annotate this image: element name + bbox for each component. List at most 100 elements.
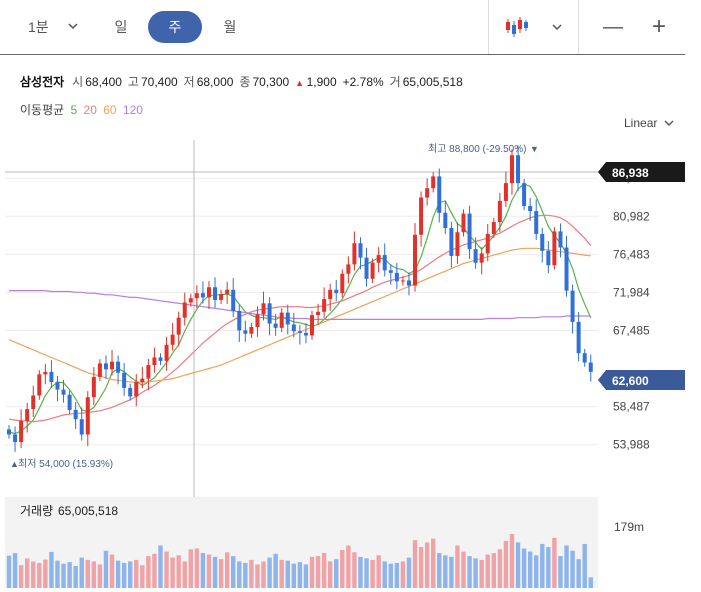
y-tick-label: 53,988 xyxy=(613,438,650,452)
candle xyxy=(310,310,314,340)
tab-month[interactable]: 월 xyxy=(223,19,237,35)
volume-bar xyxy=(37,562,42,588)
toolbar-divider xyxy=(578,0,579,54)
interval-select[interactable]: 1분 xyxy=(28,11,84,43)
volume-bar xyxy=(55,560,60,588)
candle xyxy=(522,178,527,211)
volume-bar xyxy=(273,553,278,588)
candle xyxy=(491,217,496,239)
volume-label: 거 xyxy=(389,75,401,89)
chevron-down-icon xyxy=(552,24,562,31)
candle xyxy=(479,247,484,275)
y-axis: 85,48180,98276,48371,98467,48558,48753,9… xyxy=(613,171,650,451)
zoom-in-button[interactable]: + xyxy=(651,13,666,40)
candle xyxy=(461,209,466,237)
candle xyxy=(413,223,418,292)
candle xyxy=(334,279,339,302)
volume-bar xyxy=(121,562,127,588)
candle xyxy=(516,145,521,192)
last-price-tag: 62,600 xyxy=(598,370,685,390)
zoom-out-button[interactable]: — xyxy=(603,16,623,38)
max-arrow-icon: ▼ xyxy=(530,144,539,154)
volume-bar xyxy=(534,555,539,588)
volume-bar xyxy=(364,558,369,588)
crosshair-price-tag: 86,938 xyxy=(598,162,685,182)
high-value: 70,400 xyxy=(140,75,178,89)
candle xyxy=(382,243,387,277)
candle xyxy=(170,322,175,351)
ma120-label: 120 xyxy=(122,103,143,117)
candle xyxy=(7,425,11,439)
volume-bar xyxy=(206,554,212,588)
candle xyxy=(55,375,60,402)
open-label: 시 xyxy=(72,75,84,89)
moving-average-lines xyxy=(8,183,592,435)
candle xyxy=(443,201,448,235)
volume-bar xyxy=(267,557,272,588)
low-label: 저 xyxy=(183,75,195,89)
volume-bar xyxy=(485,554,490,588)
volume-bar xyxy=(418,546,424,588)
volume-bar xyxy=(406,557,412,588)
candle xyxy=(394,263,399,290)
ma5-line xyxy=(8,183,592,435)
candle xyxy=(91,367,96,406)
candle xyxy=(558,223,563,258)
candle xyxy=(285,304,290,335)
candle xyxy=(588,354,593,382)
volume-bar xyxy=(570,550,575,588)
candle xyxy=(473,237,478,269)
candle xyxy=(73,401,78,430)
volume-bars xyxy=(5,497,598,588)
candle xyxy=(37,370,42,400)
candle xyxy=(364,247,369,287)
volume-bar xyxy=(455,545,460,588)
candle xyxy=(31,385,36,418)
candle xyxy=(188,294,193,307)
volume-value: 65,005,518 xyxy=(402,75,463,89)
volume-bar xyxy=(327,561,333,588)
candle xyxy=(400,276,405,286)
volume-bar xyxy=(291,563,297,588)
candle xyxy=(455,222,460,264)
y-tick-label: 58,487 xyxy=(613,400,650,414)
candle xyxy=(231,278,236,318)
y-tick-label: 71,984 xyxy=(613,285,650,299)
candle xyxy=(582,349,587,367)
ma-legend: 이동평균 5 20 60 120 xyxy=(20,101,143,118)
tab-day[interactable]: 일 xyxy=(114,19,128,35)
candle xyxy=(237,304,242,343)
volume-bar xyxy=(73,565,78,588)
chevron-down-icon xyxy=(664,120,674,126)
scale-select[interactable]: Linear xyxy=(624,116,674,130)
volume-bar xyxy=(491,553,496,588)
candle xyxy=(225,281,230,304)
volume-bar xyxy=(243,562,248,588)
tab-week[interactable]: 주 xyxy=(148,11,202,43)
volume-bar xyxy=(376,555,381,588)
close-label: 종 xyxy=(239,75,251,89)
volume-bar xyxy=(109,554,115,588)
candle xyxy=(322,287,327,318)
candle xyxy=(570,284,575,334)
volume-bar xyxy=(564,545,569,588)
volume-bar xyxy=(18,565,24,588)
chart-type-select[interactable] xyxy=(498,11,570,43)
stock-name: 삼성전자 xyxy=(20,75,65,89)
candle xyxy=(528,198,533,221)
chart-toolbar: 1분 일 주 월 — + xyxy=(0,0,685,55)
volume-bar xyxy=(467,556,472,588)
volume-bar xyxy=(164,551,169,588)
change-percent: +2.78% xyxy=(342,75,384,89)
volume-bar xyxy=(394,562,400,588)
volume-bar xyxy=(279,559,284,588)
candle xyxy=(316,303,321,325)
candle xyxy=(122,362,127,396)
candle xyxy=(406,272,411,296)
volume-bar xyxy=(255,564,260,588)
candle xyxy=(540,227,545,263)
y-tick-label: 80,982 xyxy=(613,209,650,223)
candle xyxy=(19,409,24,449)
volume-bar xyxy=(152,553,157,588)
